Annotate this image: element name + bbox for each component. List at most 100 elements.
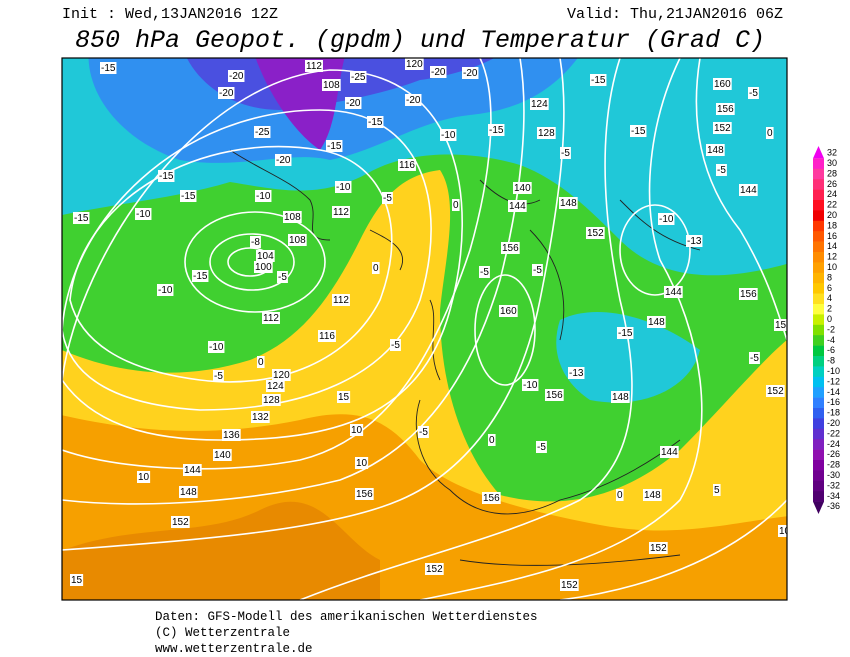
label-box	[530, 98, 549, 110]
label-text: 156	[546, 390, 563, 401]
label-box	[713, 122, 732, 134]
contour-label: -15	[100, 62, 117, 74]
contour-label: 15	[70, 574, 84, 586]
contour-label: -25	[254, 126, 271, 138]
label-text: -20	[229, 71, 244, 82]
contour-label: 148	[643, 489, 662, 501]
label-box	[254, 261, 273, 273]
label-box	[664, 286, 683, 298]
label-box	[322, 79, 341, 91]
label-box	[337, 391, 351, 403]
label-box	[183, 464, 202, 476]
footer-line: www.wetterzentrale.de	[155, 642, 313, 656]
contour-label: 10	[137, 471, 151, 483]
label-box	[158, 170, 175, 182]
label-box	[706, 144, 725, 156]
colorbar-label: 12	[827, 252, 837, 262]
label-text: -25	[255, 127, 270, 138]
label-text: -10	[209, 342, 224, 353]
label-text: -20	[219, 88, 234, 99]
label-box	[332, 294, 350, 306]
label-text: -15	[193, 271, 208, 282]
label-text: -10	[158, 285, 173, 296]
contour-label: 128	[537, 127, 556, 139]
label-box	[643, 489, 662, 501]
label-box	[617, 327, 634, 339]
contour-label: 152	[766, 385, 785, 397]
label-box	[686, 235, 703, 247]
colorbar-label: -22	[827, 428, 840, 438]
label-box	[508, 200, 527, 212]
label-text: 156	[502, 243, 519, 254]
label-text: -5	[383, 193, 392, 204]
label-text: -20	[406, 95, 421, 106]
label-box	[488, 434, 496, 446]
contour-label: 112	[262, 312, 280, 324]
label-box	[513, 182, 532, 194]
contour-label: 0	[766, 127, 774, 139]
contour-label: -20	[228, 70, 245, 82]
label-box	[647, 316, 666, 328]
label-text: -5	[214, 371, 223, 382]
colorbar-label: 24	[827, 189, 837, 199]
label-box	[536, 441, 547, 453]
contour-label: 152	[425, 563, 444, 575]
label-text: 116	[319, 331, 335, 342]
contour-label: -5	[479, 266, 490, 278]
label-text: 152	[650, 543, 667, 554]
colorbar-swatch	[813, 439, 824, 450]
contour-label: -5	[382, 192, 393, 204]
contour-label: 112	[332, 294, 350, 306]
label-text: -10	[336, 182, 351, 193]
label-box	[560, 147, 571, 159]
contour-label: -10	[522, 379, 539, 391]
contour-label: -15	[180, 190, 197, 202]
label-text: 128	[538, 128, 555, 139]
label-box	[440, 129, 457, 141]
colorbar-swatch	[813, 324, 824, 336]
colorbar-swatch	[813, 252, 824, 263]
label-text: 120	[406, 59, 423, 70]
label-box	[262, 394, 281, 406]
colorbar-label: -34	[827, 491, 840, 501]
contour-label: 140	[213, 449, 232, 461]
colorbar-label: 32	[827, 148, 837, 158]
label-text: 152	[561, 580, 578, 591]
label-box	[73, 212, 90, 224]
label-box	[332, 206, 350, 218]
colorbar-label: -18	[827, 408, 840, 418]
contour-label: -15	[192, 270, 209, 282]
colorbar-swatch	[813, 376, 824, 388]
colorbar-swatch	[813, 272, 824, 284]
contour-label: 156	[355, 488, 374, 500]
isolines	[62, 58, 787, 600]
colorbar-label: 16	[827, 231, 837, 241]
label-box	[350, 71, 367, 83]
label-box	[766, 127, 774, 139]
colorbar-label: -12	[827, 376, 840, 386]
label-text: 152	[172, 517, 189, 528]
contour-label: 116	[318, 330, 336, 342]
colorbar-label: -20	[827, 418, 840, 428]
contour-label: -10	[135, 208, 152, 220]
label-box	[277, 271, 288, 283]
label-text: 144	[509, 201, 526, 212]
valid-label: Valid: Thu,21JAN2016 06Z	[567, 6, 783, 23]
label-box	[499, 305, 518, 317]
label-text: -15	[631, 126, 646, 137]
label-box	[355, 488, 374, 500]
label-box	[350, 424, 364, 436]
label-text: 112	[333, 295, 349, 306]
colorbar-swatch	[813, 262, 824, 274]
colorbar: 32302826242220181614121086420-2-4-6-8-10…	[813, 146, 840, 514]
colorbar-swatch	[813, 314, 824, 326]
colorbar-swatch	[813, 449, 824, 461]
contour-label: -10	[255, 190, 272, 202]
label-box	[611, 391, 630, 403]
label-box	[390, 339, 401, 351]
contour-label: 136	[222, 429, 241, 441]
label-text: -15	[74, 213, 89, 224]
label-text: -15	[591, 75, 606, 86]
colorbar-label: 28	[827, 168, 837, 178]
contour-label: 15	[337, 391, 351, 403]
